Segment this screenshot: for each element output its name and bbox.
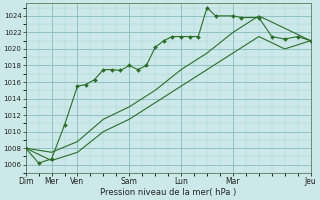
X-axis label: Pression niveau de la mer( hPa ): Pression niveau de la mer( hPa ) <box>100 188 236 197</box>
